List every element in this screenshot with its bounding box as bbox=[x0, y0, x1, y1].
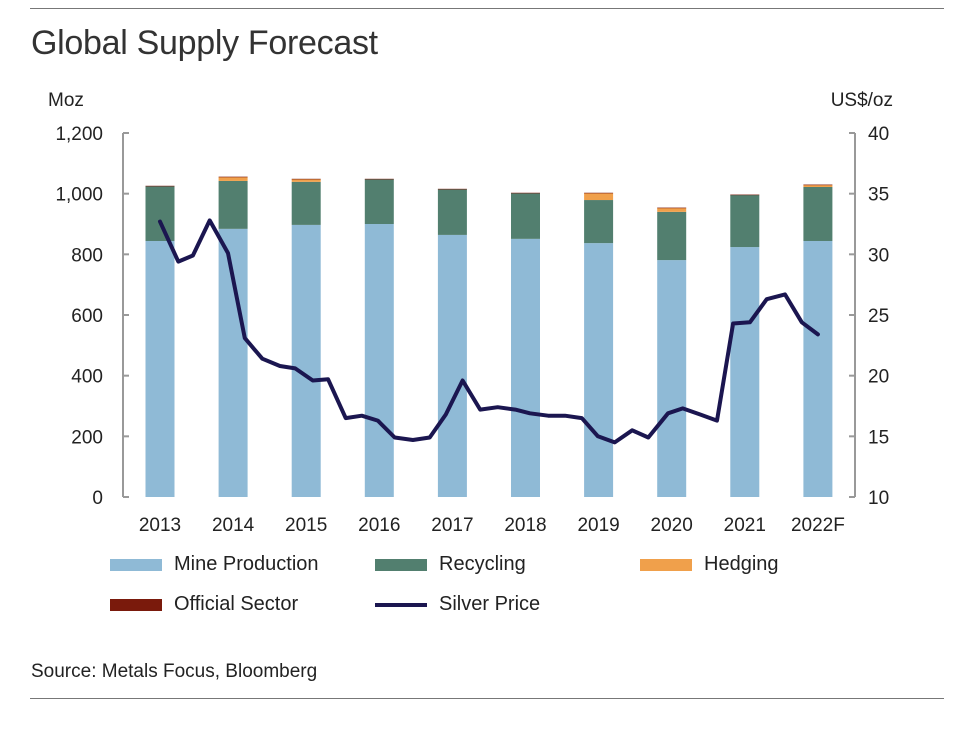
bar-official-sector bbox=[291, 178, 321, 180]
right-tick-label: 10 bbox=[868, 488, 889, 509]
bar-mine-production bbox=[803, 240, 833, 497]
left-tick-label: 200 bbox=[71, 427, 103, 448]
legend-label: Hedging bbox=[704, 553, 779, 575]
silver-price-line bbox=[158, 218, 820, 445]
source-note: Source: Metals Focus, Bloomberg bbox=[31, 661, 318, 682]
legend-label: Mine Production bbox=[174, 553, 319, 575]
bar-mine-production bbox=[511, 238, 540, 497]
x-tick-label: 2022F bbox=[791, 515, 845, 536]
x-tick-label: 2021 bbox=[724, 515, 766, 536]
bar-official-sector bbox=[657, 207, 687, 209]
bar-recycling bbox=[291, 181, 321, 225]
left-tick-label: 1,000 bbox=[55, 185, 103, 206]
bar-official-sector bbox=[511, 192, 540, 194]
bar-mine-production bbox=[364, 224, 394, 497]
left-tick-label: 400 bbox=[71, 367, 103, 388]
legend-recycling: Recycling bbox=[375, 553, 526, 576]
chart-title: Global Supply Forecast bbox=[31, 24, 378, 62]
bar-recycling bbox=[437, 189, 467, 235]
right-tick-label: 40 bbox=[868, 124, 889, 145]
right-tick-label: 20 bbox=[868, 367, 889, 388]
bar-official-sector bbox=[145, 185, 175, 187]
bar-mine-production bbox=[657, 260, 687, 497]
right-tick-label: 35 bbox=[868, 185, 889, 206]
x-tick-label: 2013 bbox=[139, 515, 181, 536]
x-tick-label: 2018 bbox=[504, 515, 546, 536]
legend-swatch-official bbox=[110, 598, 162, 611]
bar-recycling bbox=[803, 186, 833, 241]
legend-official-sector: Official Sector bbox=[110, 593, 298, 616]
legend-swatch-mine bbox=[110, 558, 162, 571]
legend-label: Recycling bbox=[439, 553, 526, 575]
bar-mine-production bbox=[291, 224, 321, 497]
bar-mine-production bbox=[437, 234, 467, 498]
x-tick-label: 2016 bbox=[358, 515, 400, 536]
y-axis-title: Moz bbox=[48, 90, 84, 111]
x-tick-label: 2017 bbox=[431, 515, 473, 536]
top-divider bbox=[30, 8, 944, 9]
bar-recycling bbox=[657, 211, 687, 261]
legend-mine-production: Mine Production bbox=[110, 553, 319, 576]
bar-official-sector bbox=[730, 194, 760, 196]
legend-silver-price: Silver Price bbox=[375, 593, 540, 616]
bar-recycling bbox=[218, 180, 248, 229]
legend-swatch-price bbox=[375, 602, 427, 607]
bar-mine-production bbox=[145, 240, 175, 497]
bar-recycling bbox=[584, 200, 614, 244]
right-tick-label: 25 bbox=[868, 306, 889, 327]
bar-recycling bbox=[730, 194, 760, 248]
bar-hedging bbox=[584, 193, 614, 201]
bar-hedging bbox=[803, 184, 833, 187]
bar-hedging bbox=[291, 179, 321, 182]
chart-plot: Moz US$/oz 0 200 400 600 800 1,000 1,200 10 15 20 25… bbox=[48, 90, 893, 536]
legend-hedging: Hedging bbox=[640, 553, 779, 576]
bar-recycling bbox=[145, 186, 175, 241]
right-tick-label: 30 bbox=[868, 245, 889, 266]
left-tick-label: 800 bbox=[71, 245, 103, 266]
legend-swatch-hedging bbox=[640, 558, 692, 571]
x-tick-label: 2019 bbox=[577, 515, 619, 536]
bar-mine-production bbox=[584, 243, 614, 497]
left-tick-label: 600 bbox=[71, 306, 103, 327]
bar-recycling bbox=[511, 193, 540, 239]
legend-label: Official Sector bbox=[174, 593, 299, 615]
x-tick-label: 2015 bbox=[285, 515, 327, 536]
x-tick-label: 2014 bbox=[212, 515, 255, 536]
bar-recycling bbox=[364, 179, 394, 224]
bar-official-sector bbox=[584, 192, 614, 194]
legend-label: Silver Price bbox=[439, 593, 541, 615]
right-tick-label: 15 bbox=[868, 427, 889, 448]
bar-official-sector bbox=[803, 184, 833, 186]
y2-axis-title: US$/oz bbox=[831, 90, 893, 111]
bar-official-sector bbox=[437, 188, 467, 190]
left-tick-label: 0 bbox=[92, 488, 103, 509]
x-tick-label: 2020 bbox=[651, 515, 693, 536]
bar-hedging bbox=[218, 176, 248, 181]
legend-swatch-recycling bbox=[375, 558, 427, 571]
bar-official-sector bbox=[364, 178, 394, 180]
bottom-divider bbox=[30, 698, 944, 699]
bar-official-sector bbox=[218, 176, 248, 178]
bar-mine-production bbox=[730, 247, 760, 497]
bar-hedging bbox=[657, 207, 687, 212]
left-tick-label: 1,200 bbox=[55, 124, 103, 145]
